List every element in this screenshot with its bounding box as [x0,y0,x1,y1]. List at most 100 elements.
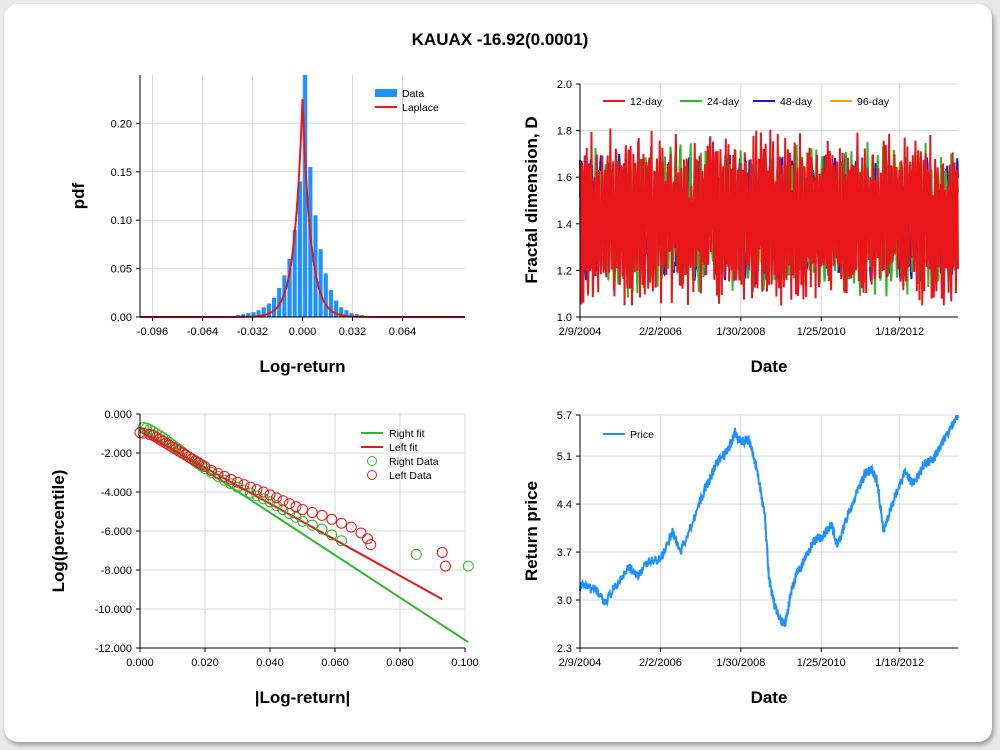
x-axis-label: Log-return [260,357,346,376]
series-line-12-day [579,128,959,306]
left-data-point [436,546,448,558]
y-tick-label: 0.15 [111,167,132,179]
y-tick-label: 1.6 [557,172,572,184]
x-tick-label: -0.032 [237,326,268,338]
x-tick-label: 2/2/2006 [639,326,682,338]
left-data-point [196,459,208,471]
legend-swatch-left-data [367,470,377,480]
x-tick-label: 2/9/2004 [559,326,602,338]
left-data-point [163,439,175,451]
legend-label-laplace: Laplace [402,102,439,114]
right-data-point [297,515,308,527]
histogram-bar [313,215,318,317]
left-data-point [199,461,211,473]
right-data-point [150,428,162,439]
right-data-point [238,484,250,496]
left-data-point [186,453,198,465]
histogram-bar [349,313,354,317]
y-tick-label: -10.000 [95,604,132,616]
left-data-point [167,441,178,453]
x-axis-label: Date [751,688,788,707]
histogram-bar [246,313,251,317]
y-tick-label: 3.7 [557,547,572,559]
left-data-point [160,437,172,449]
page-title: KAUAX -16.92(0.0001) [411,30,589,49]
histogram-bar [261,307,266,317]
legend-label-right-fit: Right fit [389,428,425,440]
y-tick-label: 3.0 [557,595,572,607]
histogram-bar [251,312,256,317]
left-data-point [150,431,162,443]
histogram-bar [256,310,261,317]
left-data-point [225,473,237,485]
histogram-bar [328,289,334,317]
right-data-point [410,548,422,560]
right-data-point [245,487,256,499]
left-data-point [336,517,347,529]
y-tick-label: -2.000 [101,448,132,460]
right-data-point [290,511,302,523]
x-tick-label: -0.096 [137,326,168,338]
left-data-point [355,527,367,539]
left-data-point [306,506,318,518]
x-tick-label: 0.040 [256,657,284,669]
x-tick-label: 0.100 [451,657,479,669]
left-data-point [189,455,201,467]
histogram-chart: -0.096 -0.064 -0.032 0.000 0.032 0.064 0.00 0.0… [69,75,465,376]
y-tick-label: 0.10 [111,215,132,227]
legend-label-left-fit: Left fit [389,442,418,454]
histogram-bar [323,273,328,317]
legend-swatch-data [375,89,397,97]
right-data-point [326,529,338,541]
price-line [579,414,959,628]
left-data-point [326,513,338,525]
x-tick-label: 1/25/2010 [797,326,846,338]
right-data-point [306,519,318,531]
histogram-bar [344,310,349,317]
y-tick-label: -6.000 [101,526,132,538]
y-tick-label: 4.4 [557,499,572,511]
y-tick-label: 1.0 [557,312,572,324]
left-data-point [212,467,224,479]
x-tick-label: 0.032 [339,326,367,338]
left-data-point [284,498,295,510]
left-data-point [290,501,302,513]
price-chart-plot-area [580,415,958,648]
histogram-bar [339,307,344,317]
y-tick-label: 1.8 [557,126,572,138]
right-data-point [336,535,347,547]
x-tick-label: 0.064 [389,326,417,338]
left-data-point [440,560,451,572]
left-data-point [365,539,377,551]
left-data-point [277,495,289,507]
right-data-point [144,424,156,436]
right-data-point [251,490,263,502]
y-tick-label: -8.000 [101,565,132,577]
histogram-bar [354,314,359,317]
histogram-bar [287,258,292,317]
left-data-point [180,449,191,461]
y-axis-label: pdf [69,182,88,209]
x-tick-label: 0.020 [191,657,219,669]
y-tick-label: 0.05 [111,264,132,276]
histogram-bar [277,287,282,317]
fractal-chart: 2/9/2004 2/2/2006 1/30/2008 1/25/2010 1/18/2… [522,79,959,376]
x-tick-label: 0.000 [126,657,154,669]
histogram-bar [303,75,308,317]
left-data-point [251,484,263,496]
right-data-point [212,470,224,482]
left-data-point [316,509,328,521]
legend-label-price: Price [630,429,654,441]
x-tick-label: 2/2/2006 [639,657,682,669]
x-tick-label: 1/25/2010 [797,657,846,669]
left-data-point [271,492,282,504]
histogram-bar [241,314,246,317]
right-data-point [316,523,328,535]
left-data-point [258,486,269,498]
y-axis-label: Fractal dimension, D [522,116,541,283]
left-data-point [345,521,357,533]
left-data-point [176,447,188,459]
x-tick-label: 2/9/2004 [559,657,602,669]
left-data-point [154,433,165,445]
